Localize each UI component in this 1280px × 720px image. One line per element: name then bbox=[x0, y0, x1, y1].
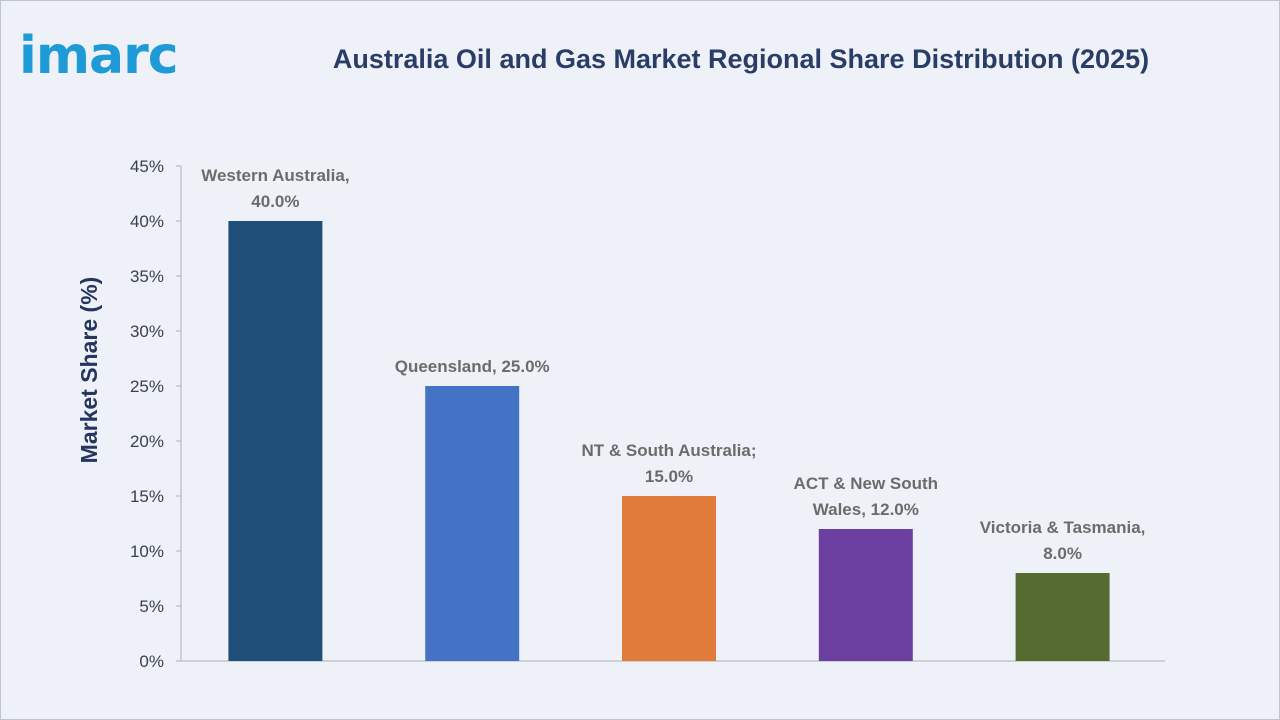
bar-data-label: ACT & New South bbox=[794, 474, 939, 493]
y-tick-label: 20% bbox=[130, 432, 164, 451]
bar-data-label: 15.0% bbox=[645, 467, 693, 486]
y-tick-label: 35% bbox=[130, 267, 164, 286]
y-axis-label: Market Share (%) bbox=[76, 277, 102, 464]
bar-data-label: Western Australia, bbox=[201, 166, 349, 185]
y-tick-label: 5% bbox=[139, 597, 164, 616]
bar-data-label: NT & South Australia; bbox=[581, 441, 756, 460]
bar-data-label: Wales, 12.0% bbox=[813, 500, 919, 519]
chart-axes: 0% 5% 10% 15% 20% 25% 30% 35% 40% 45% bbox=[130, 157, 1165, 671]
bar-data-label: 8.0% bbox=[1043, 544, 1082, 563]
y-tick-label: 40% bbox=[130, 212, 164, 231]
bar-data-label: Victoria & Tasmania, bbox=[980, 518, 1146, 537]
y-tick-label: 30% bbox=[130, 322, 164, 341]
bar-data-label: 40.0% bbox=[251, 192, 299, 211]
y-tick-label: 0% bbox=[139, 652, 164, 671]
bar bbox=[425, 386, 520, 661]
logo-text: imarc bbox=[19, 26, 179, 86]
chart-bars bbox=[228, 221, 1110, 661]
chart-title: Australia Oil and Gas Market Regional Sh… bbox=[332, 44, 1150, 74]
bar bbox=[622, 496, 716, 661]
y-tick-label: 10% bbox=[130, 542, 164, 561]
y-tick-label: 45% bbox=[130, 157, 164, 176]
bar bbox=[228, 221, 323, 661]
y-tick-label: 15% bbox=[130, 487, 164, 506]
y-tick-label: 25% bbox=[130, 377, 164, 396]
bar bbox=[818, 529, 913, 661]
bar-data-label: Queensland, 25.0% bbox=[395, 357, 550, 376]
chart-data-labels: Western Australia, 40.0% Queensland, 25.0%… bbox=[201, 166, 1145, 563]
bar bbox=[1015, 573, 1110, 661]
imarc-logo: imarc bbox=[19, 25, 203, 87]
